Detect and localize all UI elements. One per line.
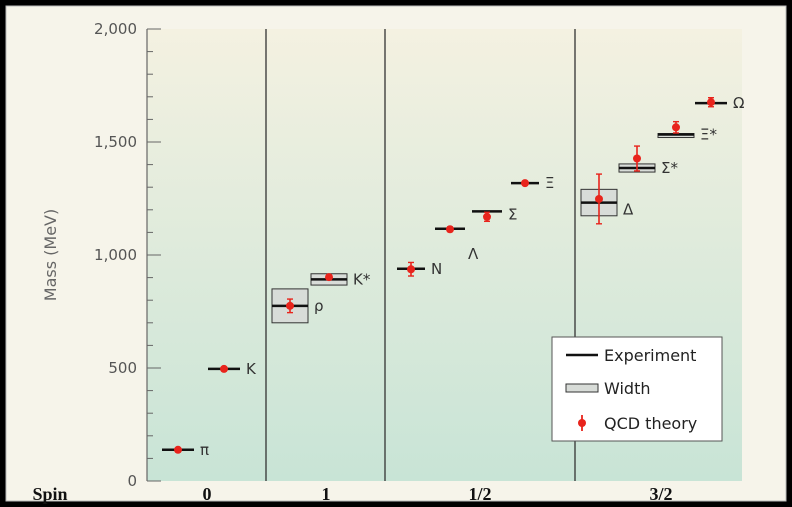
legend-theory-label: QCD theory xyxy=(604,414,697,433)
y-tick-label: 500 xyxy=(108,359,137,377)
y-axis-title: Mass (MeV) xyxy=(41,209,60,301)
theory-point xyxy=(707,98,715,107)
particle-3-3: Ω xyxy=(695,94,744,112)
particle-label: π xyxy=(200,441,209,459)
particle-3-0: Δ xyxy=(580,173,634,225)
y-tick-label: 0 xyxy=(127,472,137,490)
particle-2-2: Σ xyxy=(472,205,517,223)
theory-point xyxy=(595,194,603,203)
particle-label: Ξ* xyxy=(700,126,717,144)
particle-1-1: K* xyxy=(310,270,371,288)
particle-label: Σ* xyxy=(661,159,678,177)
legend-width-label: Width xyxy=(604,379,650,398)
theory-point xyxy=(325,273,333,282)
spin-label-3: 3/2 xyxy=(649,484,672,504)
particle-label: K xyxy=(246,360,257,378)
spin-axis-label: Spin xyxy=(32,484,67,504)
spin-label-2: 1/2 xyxy=(468,484,491,504)
theory-point xyxy=(521,179,529,188)
particle-label: ρ xyxy=(314,297,324,315)
theory-point xyxy=(446,225,454,234)
y-tick-label: 1,000 xyxy=(94,246,137,264)
spin-label-1: 1 xyxy=(322,484,331,504)
y-axis-ticks: 0 500 1,000 1,500 2,000 xyxy=(94,20,161,490)
theory-point xyxy=(633,154,641,163)
particle-label: Λ xyxy=(468,245,479,263)
particle-label: N xyxy=(431,260,442,278)
particle-label: Ξ xyxy=(545,174,554,192)
particle-2-0: N xyxy=(397,260,442,278)
particle-label: K* xyxy=(353,270,371,288)
theory-point xyxy=(286,301,294,310)
particle-0-0: π xyxy=(162,441,209,459)
spin-label-0: 0 xyxy=(203,484,212,504)
theory-point xyxy=(220,364,228,373)
legend: Experiment Width QCD theory xyxy=(551,336,723,442)
particle-3-2: Ξ* xyxy=(657,120,717,144)
particle-label: Δ xyxy=(623,200,634,218)
theory-point xyxy=(672,123,680,132)
particle-label: Σ xyxy=(508,205,517,223)
legend-experiment-label: Experiment xyxy=(604,346,696,365)
y-tick-label: 1,500 xyxy=(94,133,137,151)
data-marks: π Kρ K* N Λ Σ Ξ Δ Σ* Ξ* Ω xyxy=(162,94,744,459)
spin-labels: 0 1 1/2 3/2 xyxy=(203,484,673,504)
particle-2-1: Λ xyxy=(435,225,479,263)
theory-point xyxy=(483,212,491,221)
y-tick-label: 2,000 xyxy=(94,20,137,38)
theory-point xyxy=(174,445,182,454)
particle-2-3: Ξ xyxy=(511,174,554,192)
particle-label: Ω xyxy=(733,94,744,112)
legend-width-swatch xyxy=(565,383,599,393)
particle-0-1: K xyxy=(208,360,257,378)
particle-3-1: Σ* xyxy=(618,145,678,177)
particle-1-0: ρ xyxy=(271,288,324,324)
legend-theory-swatch xyxy=(578,419,586,427)
theory-point xyxy=(407,265,415,274)
